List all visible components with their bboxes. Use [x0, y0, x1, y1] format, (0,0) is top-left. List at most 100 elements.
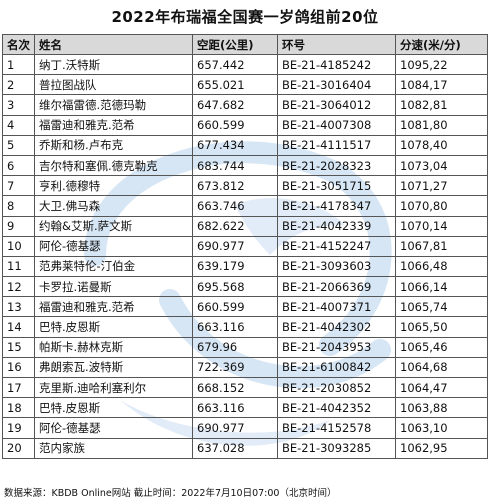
- table-row: 6 吉尔特和塞佩.德克勒克 683.744 BE-21-2028323 1073,04: [2, 154, 488, 177]
- cell-distance: 663.746: [192, 195, 278, 217]
- cell-rank: 18: [2, 397, 35, 419]
- cell-name: 帕斯卡.赫林克斯: [34, 336, 193, 358]
- cell-name: 亨利.德穆特: [34, 175, 193, 197]
- cell-name: 约翰&艾斯.萨文斯: [34, 215, 193, 237]
- cell-rank: 4: [2, 114, 35, 136]
- cell-speed: 1070,14: [395, 215, 488, 237]
- cell-speed: 1066,48: [395, 255, 488, 278]
- cell-speed: 1063,10: [395, 417, 488, 439]
- cell-rank: 12: [2, 276, 35, 298]
- cell-distance: 663.116: [192, 316, 278, 338]
- cell-distance: 663.116: [192, 397, 278, 419]
- cell-speed: 1070,80: [395, 195, 488, 217]
- cell-ring: BE-21-3093603: [277, 255, 396, 278]
- cell-rank: 1: [2, 53, 35, 76]
- cell-rank: 20: [2, 437, 35, 459]
- page-title: 2022年布瑞福全国赛一岁鸽组前20位: [111, 8, 379, 26]
- cell-name: 弗朗索瓦.波特斯: [34, 356, 193, 379]
- cell-ring: BE-21-3093285: [277, 437, 396, 459]
- table-body: 1 纳丁.沃特斯 657.442 BE-21-4185242 1095,22 2 普拉图战队…: [2, 53, 488, 459]
- cell-distance: 690.977: [192, 417, 278, 439]
- table-row: 9 约翰&艾斯.萨文斯 682.622 BE-21-4042339 1070,14: [2, 215, 488, 237]
- cell-rank: 15: [2, 336, 35, 358]
- header-distance: 空距(公里): [192, 34, 278, 55]
- cell-speed: 1064,68: [395, 356, 488, 379]
- cell-rank: 11: [2, 255, 35, 278]
- header-ring: 环号: [277, 34, 396, 55]
- cell-name: 范内家族: [34, 437, 193, 459]
- cell-ring: BE-21-4185242: [277, 53, 396, 76]
- table-row: 17 克里斯.迪哈利塞利尔 668.152 BE-21-2030852 1064,47: [2, 376, 488, 399]
- cell-ring: BE-21-2030852: [277, 376, 396, 399]
- cell-speed: 1065,50: [395, 316, 488, 338]
- cell-name: 吉尔特和塞佩.德克勒克: [34, 154, 193, 177]
- cell-distance: 682.622: [192, 215, 278, 237]
- cell-ring: BE-21-3016404: [277, 74, 396, 96]
- table-row: 10 阿伦-德基瑟 690.977 BE-21-4152247 1067,81: [2, 235, 488, 257]
- cell-ring: BE-21-4007371: [277, 296, 396, 318]
- cell-distance: 695.568: [192, 276, 278, 298]
- cell-rank: 3: [2, 94, 35, 116]
- cell-distance: 677.434: [192, 134, 278, 156]
- results-table: 名次 姓名 空距(公里) 环号 分速(米/分) 1 纳丁.沃特斯 657.442 BE-21-…: [2, 34, 488, 459]
- cell-name: 范弗莱特伦-汀伯金: [34, 255, 193, 278]
- header-rank: 名次: [2, 34, 35, 55]
- cell-rank: 7: [2, 175, 35, 197]
- table-row: 18 巴特.皮恩斯 663.116 BE-21-4042352 1063,88: [2, 397, 488, 419]
- cell-distance: 668.152: [192, 376, 278, 399]
- cell-rank: 2: [2, 74, 35, 96]
- cell-ring: BE-21-4042352: [277, 397, 396, 419]
- table-row: 19 阿伦-德基瑟 690.977 BE-21-4152578 1063,10: [2, 417, 488, 439]
- cell-name: 克里斯.迪哈利塞利尔: [34, 376, 193, 399]
- cell-speed: 1073,04: [395, 154, 488, 177]
- cell-ring: BE-21-6100842: [277, 356, 396, 379]
- cell-rank: 14: [2, 316, 35, 338]
- cell-ring: BE-21-4042339: [277, 215, 396, 237]
- cell-name: 福雷迪和雅克.范希: [34, 296, 193, 318]
- cell-distance: 722.369: [192, 356, 278, 379]
- cell-name: 纳丁.沃特斯: [34, 53, 193, 76]
- cell-speed: 1078,40: [395, 134, 488, 156]
- cell-speed: 1081,80: [395, 114, 488, 136]
- header-name: 姓名: [34, 34, 193, 55]
- cell-ring: BE-21-4178347: [277, 195, 396, 217]
- cell-ring: BE-21-2043953: [277, 336, 396, 358]
- cell-distance: 679.96: [192, 336, 278, 358]
- cell-speed: 1063,88: [395, 397, 488, 419]
- cell-speed: 1065,74: [395, 296, 488, 318]
- cell-distance: 637.028: [192, 437, 278, 459]
- cell-distance: 690.977: [192, 235, 278, 257]
- cell-speed: 1062,95: [395, 437, 488, 459]
- table-row: 12 卡罗拉.诺曼斯 695.568 BE-21-2066369 1066,14: [2, 276, 488, 298]
- table-row: 20 范内家族 637.028 BE-21-3093285 1062,95: [2, 437, 488, 459]
- cell-rank: 6: [2, 154, 35, 177]
- cell-distance: 673.812: [192, 175, 278, 197]
- cell-name: 乔斯和杨.卢布克: [34, 134, 193, 156]
- header-speed: 分速(米/分): [395, 34, 488, 55]
- table-header-row: 名次 姓名 空距(公里) 环号 分速(米/分): [2, 34, 488, 55]
- cell-distance: 639.179: [192, 255, 278, 278]
- cell-ring: BE-21-4007308: [277, 114, 396, 136]
- cell-distance: 660.599: [192, 296, 278, 318]
- cell-rank: 17: [2, 376, 35, 399]
- cell-distance: 647.682: [192, 94, 278, 116]
- table-row: 5 乔斯和杨.卢布克 677.434 BE-21-4111517 1078,40: [2, 134, 488, 156]
- cell-speed: 1065,46: [395, 336, 488, 358]
- cell-ring: BE-21-4042302: [277, 316, 396, 338]
- cell-speed: 1082,81: [395, 94, 488, 116]
- cell-name: 卡罗拉.诺曼斯: [34, 276, 193, 298]
- table-row: 16 弗朗索瓦.波特斯 722.369 BE-21-6100842 1064,68: [2, 356, 488, 379]
- cell-ring: BE-21-3051715: [277, 175, 396, 197]
- cell-ring: BE-21-2066369: [277, 276, 396, 298]
- cell-name: 普拉图战队: [34, 74, 193, 96]
- cell-speed: 1084,17: [395, 74, 488, 96]
- cell-speed: 1067,81: [395, 235, 488, 257]
- cell-name: 阿伦-德基瑟: [34, 235, 193, 257]
- cell-speed: 1066,14: [395, 276, 488, 298]
- cell-ring: BE-21-3064012: [277, 94, 396, 116]
- cell-rank: 9: [2, 215, 35, 237]
- table-row: 7 亨利.德穆特 673.812 BE-21-3051715 1071,27: [2, 175, 488, 197]
- cell-distance: 660.599: [192, 114, 278, 136]
- table-row: 2 普拉图战队 655.021 BE-21-3016404 1084,17: [2, 74, 488, 96]
- cell-name: 大卫.佛马森: [34, 195, 193, 217]
